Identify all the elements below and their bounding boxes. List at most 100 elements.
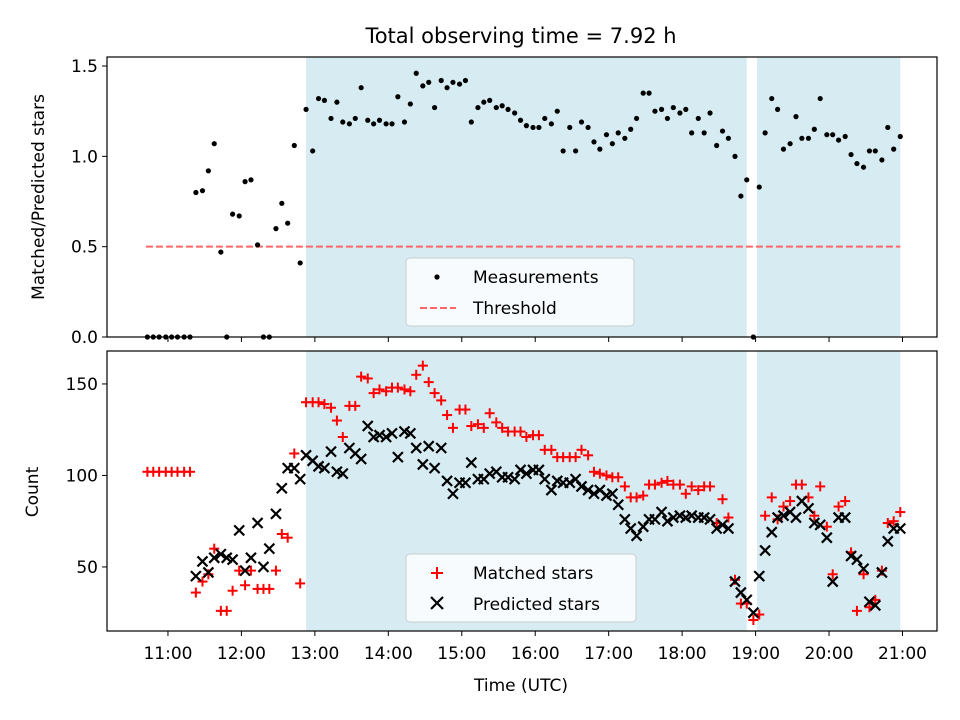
- measurements-point: [285, 220, 291, 226]
- predicted-stars-point: [619, 513, 631, 526]
- matched-stars-point: [680, 488, 691, 499]
- predicted-stars-point: [845, 550, 857, 562]
- predicted-stars-point: [386, 427, 398, 440]
- measurements-point: [499, 103, 505, 109]
- predicted-stars-point: [722, 522, 735, 535]
- predicted-stars-point: [588, 487, 600, 500]
- matched-stars-point: [723, 512, 734, 523]
- measurements-point: [738, 193, 744, 199]
- predicted-stars-point: [710, 522, 723, 535]
- matched-stars-point: [399, 384, 410, 395]
- matched-stars-point: [240, 580, 251, 591]
- x-tick-label: 14:00: [364, 644, 413, 664]
- measurements-point: [462, 77, 469, 84]
- measurements-point: [450, 79, 456, 85]
- predicted-stars-point: [239, 564, 251, 577]
- predicted-stars-point: [826, 575, 839, 588]
- matched-stars-point: [796, 479, 807, 490]
- matched-stars-point: [185, 466, 195, 477]
- matched-stars-point: [447, 422, 458, 433]
- matched-stars-point: [858, 569, 869, 580]
- matched-stars-point: [356, 371, 367, 382]
- predicted-stars-point: [404, 427, 417, 440]
- predicted-stars-point: [251, 517, 264, 529]
- matched-stars-point: [491, 417, 502, 428]
- measurements-point: [444, 85, 450, 91]
- predicted-stars-point: [202, 566, 215, 579]
- measurements-point: [548, 121, 554, 127]
- measurements-point: [578, 119, 585, 125]
- measurements-point: [426, 79, 432, 85]
- matched-stars-point: [423, 377, 434, 388]
- matched-stars-point: [295, 578, 306, 589]
- measurements-point: [830, 132, 836, 138]
- predicted-stars-point: [417, 458, 429, 471]
- count-y-tick-label: 150: [66, 375, 98, 395]
- chart-title: Total observing time = 7.92 h: [364, 24, 676, 48]
- measurements-point: [573, 148, 579, 154]
- measurements-legend-label: Measurements: [473, 268, 599, 288]
- predicted-stars-point: [630, 530, 643, 542]
- predicted-stars-point: [876, 566, 888, 579]
- measurements-point: [254, 242, 261, 248]
- matched-stars-point: [331, 415, 342, 426]
- measurements-point: [273, 226, 279, 232]
- predicted-stars-point: [753, 570, 766, 582]
- matched-legend-label: Matched stars: [473, 564, 593, 584]
- predicted-stars-point: [545, 484, 558, 496]
- matched-stars-point: [638, 490, 649, 501]
- predicted-stars-point: [380, 431, 392, 443]
- predicted-stars-point: [459, 476, 472, 489]
- matched-stars-point: [895, 507, 906, 518]
- matched-stars-point: [588, 466, 599, 477]
- predicted-stars-point: [777, 509, 790, 522]
- measurements-point: [775, 106, 781, 112]
- matched-stars-point: [319, 399, 330, 410]
- predicted-stars-point: [655, 506, 668, 518]
- x-tick-label: 16:00: [511, 644, 560, 664]
- threshold-legend-label: Threshold: [472, 299, 557, 319]
- measurements-point: [297, 260, 303, 266]
- predicted-stars-point: [215, 548, 227, 560]
- predicted-stars-point: [538, 473, 551, 485]
- x-tick-label: 13:00: [290, 644, 339, 664]
- matched-stars-point: [392, 382, 403, 393]
- predicted-stars-point: [863, 595, 876, 608]
- matched-stars-point: [417, 360, 428, 371]
- measurements-point: [664, 115, 671, 122]
- count-y-tick-label: 100: [66, 466, 98, 486]
- measurements-point: [622, 135, 628, 141]
- measurements-point: [291, 142, 297, 149]
- matched-stars-point: [888, 516, 899, 527]
- ratio-y-tick-label: 1.5: [71, 57, 98, 77]
- measurements-point: [854, 160, 860, 167]
- matched-stars-point: [497, 422, 508, 433]
- measurements-point: [633, 115, 640, 122]
- measurements-point: [872, 148, 878, 154]
- predicted-stars-point: [869, 599, 882, 612]
- predicted-stars-point: [447, 487, 459, 500]
- matched-stars-point: [209, 543, 220, 554]
- measurements-point: [505, 106, 511, 112]
- predicted-stars-point: [373, 429, 386, 441]
- matched-stars-point: [374, 384, 385, 395]
- predicted-stars-point: [288, 462, 301, 474]
- predicted-stars-point: [740, 594, 753, 606]
- measurements-point: [615, 130, 621, 136]
- matched-stars-point: [405, 386, 416, 397]
- matched-stars-point: [350, 400, 361, 411]
- x-tick-label: 11:00: [143, 644, 192, 664]
- predicted-stars-point: [263, 542, 276, 555]
- measurements-point: [719, 128, 726, 134]
- measurements-point: [860, 164, 867, 170]
- measurements-point: [303, 106, 309, 112]
- matched-stars-point: [245, 565, 256, 576]
- predicted-stars-point: [325, 445, 337, 458]
- matched-stars-point: [778, 501, 789, 512]
- matched-stars-point: [827, 569, 838, 580]
- measurements-point: [744, 177, 750, 183]
- measurements-point: [848, 151, 854, 158]
- measurements-point: [670, 104, 676, 111]
- measurements-point: [762, 130, 768, 136]
